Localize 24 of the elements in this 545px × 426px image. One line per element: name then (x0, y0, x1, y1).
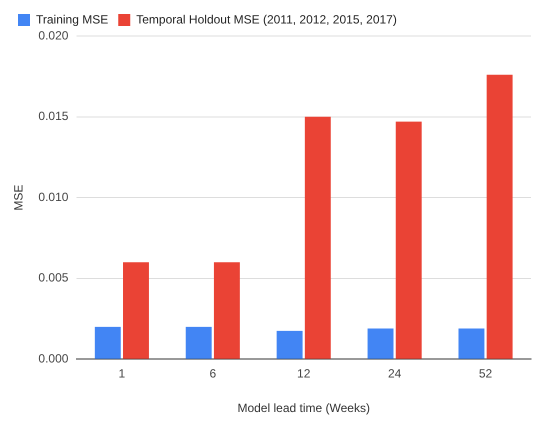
y-tick-label: 0.015 (38, 109, 69, 124)
y-tick-label: 0.000 (38, 352, 69, 366)
bar (458, 328, 484, 359)
x-tick-label: 1 (118, 366, 126, 381)
bar (123, 262, 149, 359)
bar (396, 122, 422, 359)
y-tick-label: 0.005 (38, 270, 69, 285)
y-tick-label: 0.020 (38, 28, 69, 42)
x-tick-label: 24 (388, 366, 402, 381)
y-tick-label: 0.010 (38, 190, 69, 204)
bar (186, 326, 212, 359)
x-tick-label: 6 (209, 366, 216, 381)
bar (276, 330, 303, 359)
legend-label: Training MSE (36, 12, 108, 26)
bar (94, 326, 121, 359)
x-axis-title: Model lead time (Weeks) (237, 401, 370, 416)
bar (304, 116, 331, 359)
bar (368, 328, 394, 359)
x-tick-label: 12 (297, 366, 311, 381)
legend-label: Temporal Holdout MSE (2011, 2012, 2015, 2017) (136, 12, 397, 26)
y-axis-title: MSE (12, 184, 26, 211)
bar (214, 262, 240, 359)
x-tick-label: 52 (478, 366, 493, 381)
bar (486, 74, 513, 359)
